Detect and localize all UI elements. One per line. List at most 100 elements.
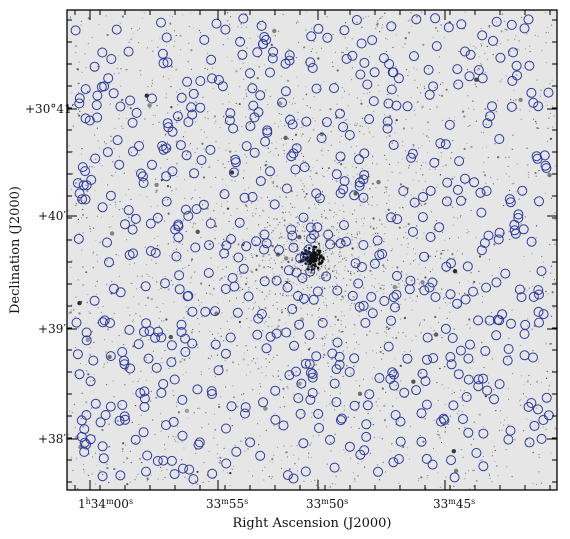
star-point (239, 325, 241, 327)
star-point (146, 477, 149, 480)
star-point (214, 229, 216, 231)
star-point (162, 362, 164, 364)
source-marker-circle (395, 436, 406, 447)
star-point (326, 218, 328, 220)
star-point (295, 385, 297, 387)
source-marker-circle (287, 230, 298, 241)
star-point (417, 211, 419, 213)
star-point (85, 337, 91, 343)
star-point (491, 274, 493, 277)
star-point (504, 28, 506, 30)
star-point (206, 81, 208, 83)
star-point (280, 266, 283, 269)
source-marker-circle (295, 408, 306, 419)
star-point (224, 360, 226, 362)
star-point (152, 50, 154, 52)
star-point (267, 266, 269, 268)
star-point (255, 346, 257, 348)
source-marker-circle (270, 385, 281, 396)
star-point (331, 483, 333, 485)
source-marker-circle (534, 317, 544, 328)
star-point (314, 120, 316, 122)
star-point (404, 196, 406, 198)
star-point (80, 241, 82, 243)
star-point (535, 120, 537, 123)
star-point (104, 339, 106, 341)
star-point (479, 282, 481, 284)
star-point (451, 177, 454, 180)
star-point (130, 28, 133, 30)
star-point (123, 461, 125, 463)
star-point (86, 411, 88, 413)
star-point (355, 218, 357, 220)
star-point (382, 353, 384, 355)
star-point (356, 246, 358, 248)
star-point (317, 478, 319, 481)
star-point (319, 109, 321, 111)
star-point (333, 216, 335, 218)
source-marker-circle (477, 73, 488, 84)
star-point (292, 348, 295, 350)
star-point (347, 270, 349, 272)
star-point (75, 45, 77, 47)
star-point (294, 102, 296, 104)
star-point (470, 145, 473, 149)
star-point (438, 321, 440, 323)
star-point (245, 258, 247, 260)
star-point (507, 165, 509, 168)
star-point (336, 69, 339, 72)
star-point (216, 203, 218, 205)
star-point (271, 461, 273, 464)
star-point (213, 279, 215, 281)
source-marker-circle (182, 76, 193, 87)
star-point (352, 472, 354, 474)
source-marker-circle (280, 86, 291, 97)
source-marker-circle (361, 431, 372, 442)
source-marker-circle (81, 335, 92, 346)
star-point (274, 227, 276, 229)
star-point (463, 147, 466, 151)
source-marker-circle (141, 466, 151, 477)
cluster-core-star (313, 254, 317, 258)
star-point (547, 31, 550, 34)
source-marker-circle (298, 212, 309, 223)
star-point (278, 427, 280, 430)
star-point (498, 429, 500, 432)
star-point (464, 11, 466, 13)
star-point (231, 468, 233, 470)
star-point (246, 281, 248, 283)
star-point (444, 403, 446, 405)
star-point (268, 254, 270, 256)
star-point (526, 147, 528, 149)
star-point (542, 426, 544, 428)
star-point (546, 140, 549, 143)
star-point (524, 48, 527, 50)
star-point (280, 235, 283, 239)
star-point (450, 157, 452, 159)
star-point (139, 315, 141, 317)
star-point (236, 345, 238, 347)
star-point (277, 375, 279, 377)
star-point (420, 84, 422, 86)
star-point (80, 24, 82, 26)
source-marker-circle (359, 57, 370, 68)
source-marker-circle (338, 122, 349, 132)
star-point (289, 222, 291, 225)
star-point (324, 265, 326, 267)
star-point (145, 379, 148, 381)
star-point (301, 242, 303, 244)
star-point (306, 11, 308, 13)
star-point (371, 261, 373, 263)
source-marker-circle (238, 13, 249, 24)
star-point (458, 305, 460, 307)
star-point (78, 92, 80, 94)
source-marker-circle (506, 318, 516, 329)
star-point (309, 175, 311, 177)
source-marker-circle (487, 101, 497, 112)
star-point (206, 136, 208, 139)
star-point (383, 241, 385, 243)
star-point (353, 303, 355, 305)
star-point (251, 271, 254, 274)
star-point (461, 253, 463, 255)
star-point (344, 126, 346, 128)
